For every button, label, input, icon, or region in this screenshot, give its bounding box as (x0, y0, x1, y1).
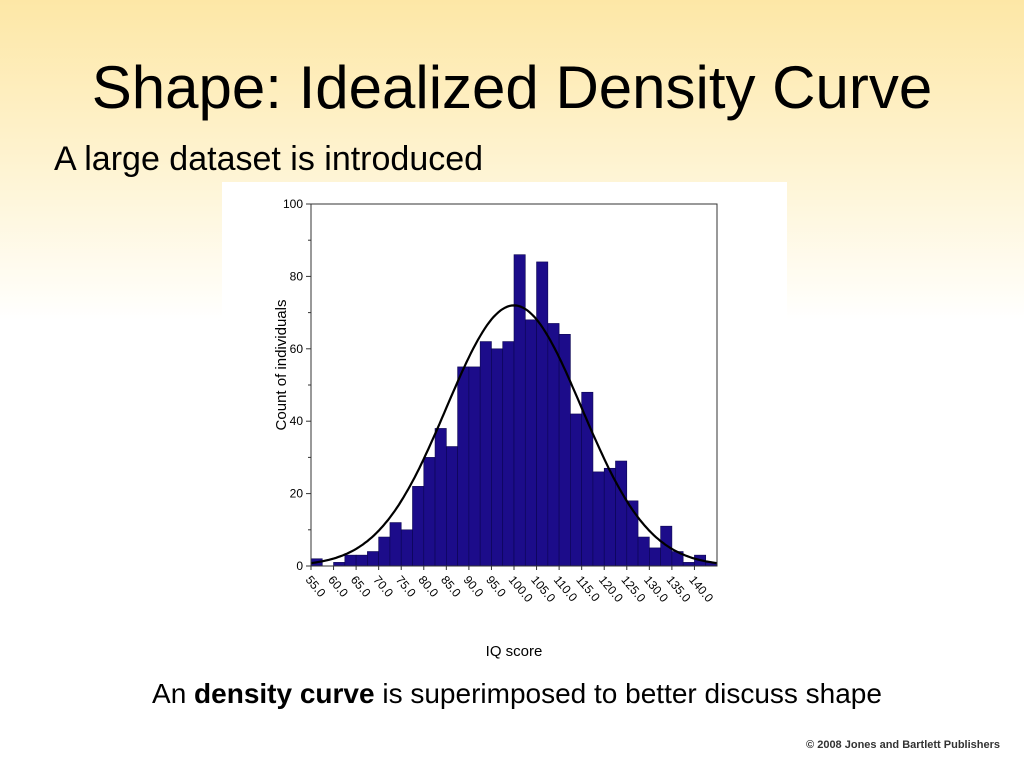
histogram-chart: 0 20 40 60 80 100 55.0 60.0 65.0 70.0 75.0 80.0 85.… (222, 182, 787, 672)
histogram-bar (536, 261, 549, 567)
y-tick-label: 80 (290, 269, 304, 283)
histogram-bar (603, 467, 616, 567)
histogram-bars (310, 254, 718, 567)
histogram-bar (682, 562, 695, 567)
histogram-bar (570, 413, 582, 567)
slide-subtitle: A large dataset is introduced (54, 140, 484, 178)
density-curve (310, 304, 718, 565)
histogram-bar (513, 254, 526, 567)
y-tick-label: 100 (283, 197, 303, 211)
y-tick-label: 0 (296, 559, 303, 573)
y-axis-label: Count of individuals (273, 300, 290, 431)
histogram-svg: 0 20 40 60 80 100 55.060.065.070.075.080.085.… (273, 197, 718, 660)
y-tick-label: 40 (290, 414, 304, 428)
histogram-bar (592, 471, 605, 567)
histogram-bar (547, 323, 560, 567)
x-tick-label: 75.0 (393, 573, 419, 600)
x-tick-label: 60.0 (325, 573, 351, 600)
histogram-bar (479, 341, 492, 567)
slide-title: Shape: Idealized Density Curve (91, 54, 933, 121)
histogram-bar (355, 554, 368, 567)
histogram-bar (333, 562, 346, 567)
histogram-bar (389, 522, 402, 567)
histogram-bar (615, 460, 628, 567)
x-tick-label: 95.0 (483, 573, 509, 600)
histogram-bar (502, 341, 515, 567)
y-tick-label: 60 (290, 342, 304, 356)
x-tick-label: 65.0 (348, 573, 374, 600)
x-axis-label: IQ score (486, 643, 543, 660)
x-tick-label: 70.0 (370, 573, 396, 600)
histogram-bar (649, 547, 661, 567)
histogram-bar (412, 486, 425, 567)
histogram-bar (423, 457, 436, 567)
histogram-bar (637, 536, 650, 567)
x-tick-label: 135.0 (664, 573, 694, 605)
histogram-bar (344, 554, 357, 567)
slide-caption: An density curve is superimposed to bett… (0, 674, 1024, 714)
y-axis-ticks: 0 20 40 60 80 100 (283, 197, 311, 573)
histogram-bar (468, 366, 481, 567)
histogram-bar (378, 536, 391, 567)
x-tick-label: 100.0 (506, 573, 536, 605)
histogram-bar (446, 446, 458, 567)
x-tick-label: 55.0 (303, 573, 329, 600)
x-tick-label: 140.0 (686, 573, 716, 605)
histogram-bar (400, 529, 413, 567)
x-tick-label: 90.0 (461, 573, 487, 600)
histogram-bar (457, 366, 470, 567)
histogram-bar (367, 551, 379, 567)
x-tick-label: 130.0 (641, 573, 671, 605)
histogram-bar (434, 428, 447, 567)
caption-bold-term: density curve (194, 678, 375, 709)
x-axis-ticks: 55.060.065.070.075.080.085.090.095.0100.… (303, 566, 716, 605)
x-tick-label: 120.0 (596, 573, 626, 605)
x-tick-label: 80.0 (415, 573, 441, 600)
copyright-notice: © 2008 Jones and Bartlett Publishers (806, 739, 1000, 751)
x-tick-label: 115.0 (573, 573, 603, 605)
caption-after: is superimposed to better discuss shape (374, 678, 882, 709)
x-tick-label: 125.0 (618, 573, 648, 605)
x-tick-label: 105.0 (528, 573, 558, 605)
histogram-bar (491, 348, 504, 567)
x-tick-label: 110.0 (551, 573, 581, 605)
y-tick-label: 20 (290, 487, 304, 501)
histogram-bar (524, 319, 537, 567)
caption-before: An (152, 678, 195, 709)
x-tick-label: 85.0 (438, 573, 464, 600)
